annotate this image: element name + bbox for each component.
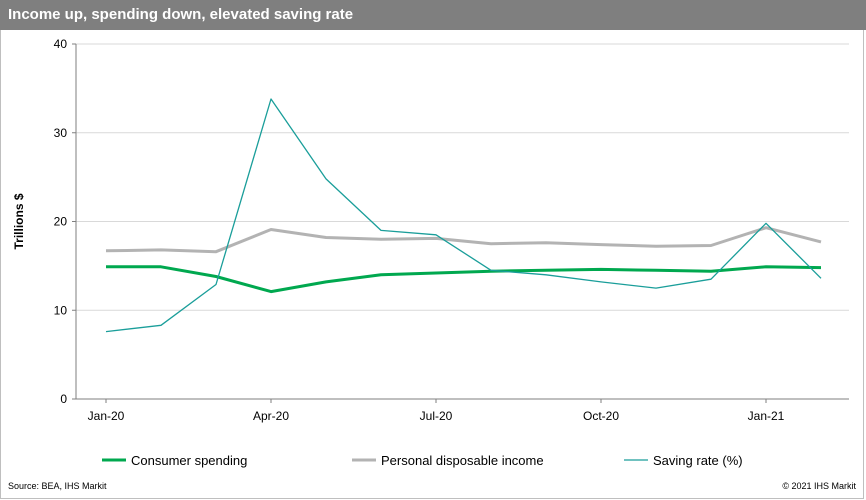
copyright-note: © 2021 IHS Markit (782, 481, 856, 491)
source-note: Source: BEA, IHS Markit (8, 481, 107, 491)
axes: 0 10 20 30 40 Trillions $ Jan-20 Apr-20 Jul-20 Oc… (12, 37, 849, 423)
x-tick-label: Jan-20 (88, 409, 125, 423)
legend-label: Personal disposable income (381, 453, 544, 468)
series-line-personal-disposable-income (105, 226, 822, 254)
gridlines (76, 43, 849, 311)
series-line-saving-rate (105, 98, 822, 333)
series-lines (105, 98, 822, 333)
x-tick-label: Jan-21 (748, 409, 785, 423)
y-tick-label: 0 (60, 392, 67, 406)
series-line-consumer-spending (106, 265, 822, 294)
y-tick-label: 40 (54, 37, 68, 51)
x-tick-label: Oct-20 (583, 409, 619, 423)
title-bar: Income up, spending down, elevated savin… (0, 0, 866, 30)
legend-label: Saving rate (%) (653, 453, 743, 468)
y-tick-label: 20 (54, 215, 68, 229)
x-tick-label: Jul-20 (420, 409, 453, 423)
y-tick-label: 10 (54, 303, 68, 317)
legend: Consumer spending Personal disposable inc… (102, 453, 743, 468)
y-tick-label: 30 (54, 126, 68, 140)
chart-frame (0, 30, 864, 499)
legend-label: Consumer spending (131, 453, 247, 468)
chart-title: Income up, spending down, elevated savin… (8, 6, 354, 23)
y-axis-label: Trillions $ (12, 193, 26, 249)
x-tick-label: Apr-20 (253, 409, 289, 423)
